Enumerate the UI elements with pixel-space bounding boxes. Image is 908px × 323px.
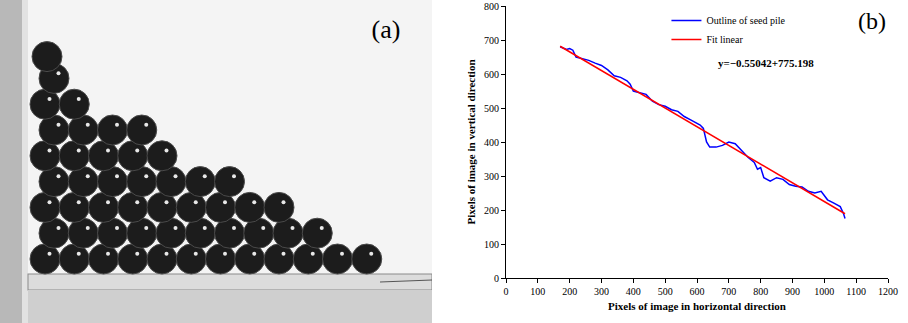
svg-text:Outline of seed pile: Outline of seed pile <box>706 15 785 26</box>
svg-text:100: 100 <box>530 286 545 297</box>
svg-text:200: 200 <box>484 205 499 216</box>
svg-text:y=−0.55042+775.198: y=−0.55042+775.198 <box>718 57 814 69</box>
svg-text:Fit linear: Fit linear <box>706 34 743 45</box>
svg-text:700: 700 <box>484 35 499 46</box>
svg-text:0: 0 <box>494 273 499 284</box>
svg-text:400: 400 <box>484 137 499 148</box>
svg-text:100: 100 <box>484 239 499 250</box>
svg-text:500: 500 <box>484 103 499 114</box>
svg-text:600: 600 <box>690 286 705 297</box>
svg-text:1200: 1200 <box>878 286 898 297</box>
svg-text:700: 700 <box>721 286 736 297</box>
svg-text:600: 600 <box>484 69 499 80</box>
svg-text:1100: 1100 <box>846 286 866 297</box>
svg-text:400: 400 <box>626 286 641 297</box>
svg-text:1000: 1000 <box>814 286 834 297</box>
svg-text:200: 200 <box>562 286 577 297</box>
svg-text:500: 500 <box>658 286 673 297</box>
svg-text:Pixels of image in horizontal: Pixels of image in horizontal direction <box>608 300 786 312</box>
svg-text:(b): (b) <box>858 8 886 34</box>
svg-text:300: 300 <box>594 286 609 297</box>
svg-text:800: 800 <box>753 286 768 297</box>
svg-text:Pixels of image in vertical di: Pixels of image in vertical direction <box>465 59 477 224</box>
svg-text:(a): (a) <box>372 15 401 44</box>
svg-text:800: 800 <box>484 1 499 12</box>
svg-text:0: 0 <box>504 286 509 297</box>
svg-text:300: 300 <box>484 171 499 182</box>
svg-text:900: 900 <box>785 286 800 297</box>
